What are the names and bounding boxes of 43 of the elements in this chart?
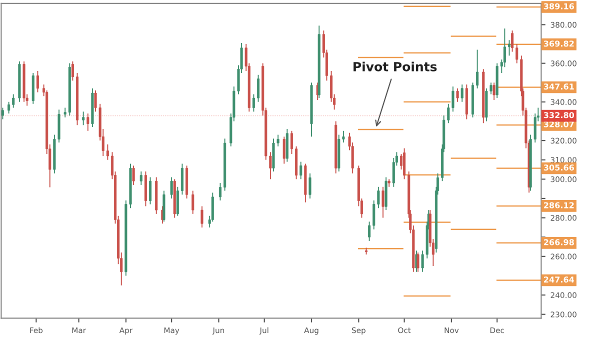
candlestick — [476, 49, 479, 89]
candlestick — [300, 161, 302, 180]
candlestick — [290, 130, 294, 155]
candlestick — [176, 186, 179, 216]
candlestick — [368, 221, 371, 242]
candlestick — [492, 82, 496, 100]
candlestick — [200, 206, 204, 228]
candlestick — [282, 136, 286, 164]
ref-line-label: 332.80 — [544, 112, 574, 118]
candlestick — [460, 84, 464, 102]
candlestick — [82, 111, 85, 126]
candlestick — [180, 163, 184, 196]
candlestick — [456, 88, 459, 102]
candlestick — [382, 186, 384, 218]
candlestick — [36, 70, 39, 93]
candlestick — [12, 94, 15, 108]
candlestick — [1, 107, 4, 120]
data-label: 247.64 — [544, 276, 574, 283]
data-label: 266.98 — [544, 239, 574, 246]
candlestick — [508, 40, 511, 56]
data-label: 328.07 — [544, 121, 574, 128]
candlestick — [256, 74, 260, 102]
candlestick — [511, 30, 514, 52]
candlestick — [106, 144, 109, 160]
data-label: 286.12 — [544, 202, 574, 208]
data-label: 347.61 — [544, 83, 574, 90]
candlestick — [140, 170, 142, 186]
candlestick — [64, 107, 66, 118]
candlestick — [218, 182, 222, 201]
candlestick — [403, 148, 406, 180]
candlestick — [8, 101, 10, 114]
annotation: Pivot Points — [354, 62, 437, 72]
data-label: 369.82 — [544, 40, 574, 47]
candlestick — [192, 190, 194, 214]
candlestick — [170, 176, 173, 199]
candlestick — [308, 172, 312, 199]
candlestick — [148, 176, 152, 205]
data-label: 305.66 — [544, 164, 574, 171]
data-label: 389.16 — [544, 3, 574, 10]
candlestick — [71, 60, 74, 82]
candlestick — [86, 113, 90, 132]
candlestick — [132, 165, 135, 186]
candlestick — [252, 94, 255, 112]
